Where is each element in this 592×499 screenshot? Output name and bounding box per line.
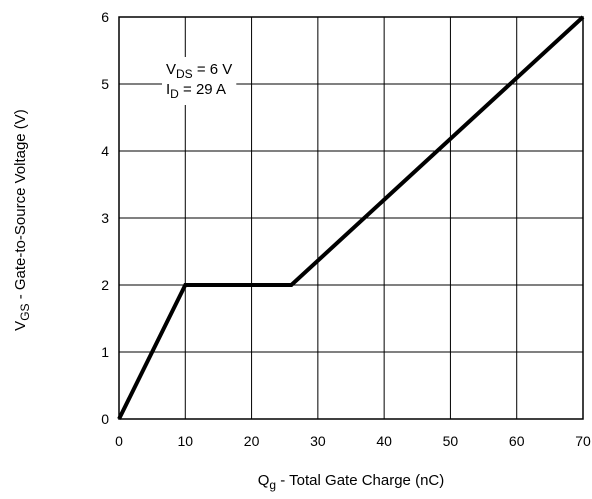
plot-frame: [118, 16, 584, 420]
series-line: [117, 15, 585, 420]
x-tick-label: 50: [443, 433, 459, 449]
x-tick-label: 70: [575, 433, 591, 449]
x-tick-labels: 0 10 20 30 40 50 60 70: [115, 433, 591, 449]
x-axis-label: Qg - Total Gate Charge (nC): [258, 472, 445, 492]
y-tick-label: 0: [101, 411, 109, 427]
y-axis-label: VGS - Gate-to-Source Voltage (V): [12, 109, 32, 331]
x-tick-label: 30: [310, 433, 326, 449]
y-tick-label: 3: [101, 210, 109, 226]
y-tick-label: 2: [101, 277, 109, 293]
y-tick-label: 1: [101, 344, 109, 360]
y-tick-label: 5: [101, 76, 109, 92]
x-tick-label: 60: [509, 433, 525, 449]
annotation-id: ID = 29 A: [166, 81, 226, 101]
x-tick-label: 40: [376, 433, 392, 449]
x-tick-label: 10: [177, 433, 193, 449]
annotation-vds: VDS = 6 V: [166, 61, 232, 81]
x-tick-label: 20: [244, 433, 260, 449]
annotation-background: [162, 57, 237, 105]
y-tick-label: 4: [101, 143, 109, 159]
y-tick-label: 6: [101, 9, 109, 25]
x-tick-label: 0: [115, 433, 123, 449]
series-group: [117, 15, 585, 420]
y-tick-labels: 0 1 2 3 4 5 6: [101, 9, 109, 427]
